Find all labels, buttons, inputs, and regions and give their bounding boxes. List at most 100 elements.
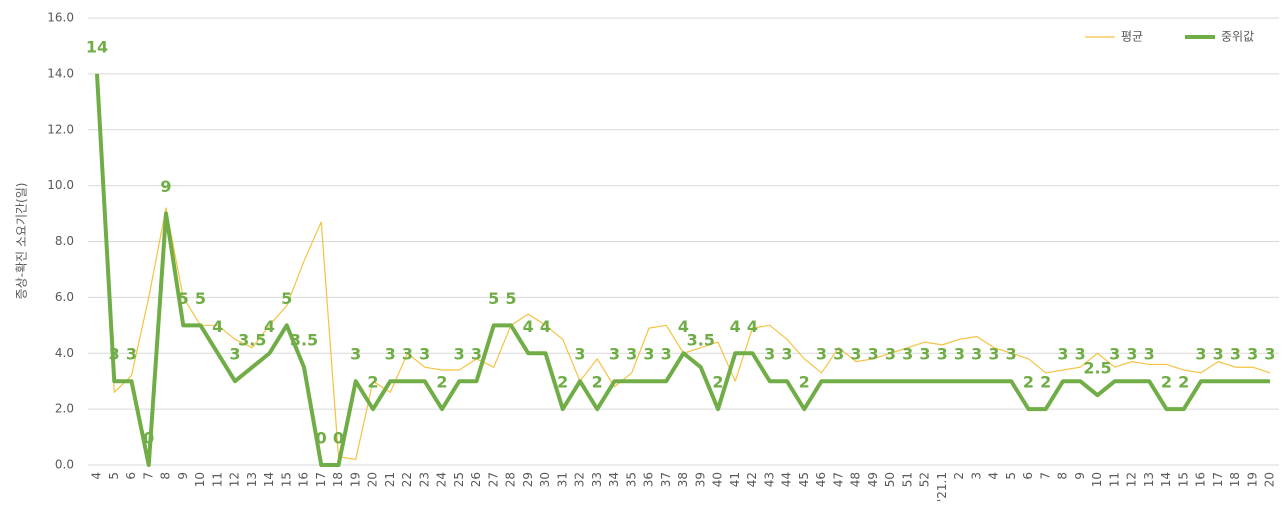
legend-label: 평균 [1121,30,1143,44]
x-tick-label: 38 [676,472,690,487]
data-label: 3 [626,345,637,364]
data-label: 3 [988,345,999,364]
x-tick-label: 17 [1211,472,1225,487]
x-tick-label: 21 [383,472,397,487]
data-label: 4 [540,317,551,336]
x-tick-label: 32 [573,472,587,487]
x-tick-label: 48 [849,472,863,487]
x-tick-label: 5 [1004,472,1018,480]
x-tick-label: 6 [124,472,138,480]
x-tick-label: 24 [435,472,449,487]
data-label: 2 [1178,373,1189,392]
data-label: 3 [1230,345,1241,364]
data-label: 14 [86,37,108,56]
data-label: 3 [126,345,137,364]
x-tick-label: 19 [1245,472,1259,487]
x-tick-label: 20 [1263,472,1277,487]
x-tick-label: 25 [452,472,466,487]
x-tick-label: 30 [538,472,552,487]
data-label: 3 [954,345,965,364]
x-tick-label: 45 [797,472,811,487]
data-label: 2 [592,373,603,392]
data-label: 4 [264,317,275,336]
data-label: 3 [471,345,482,364]
data-label: 4 [523,317,534,336]
data-label: 3.5 [290,331,318,350]
data-label: 3 [764,345,775,364]
x-tick-label: 13 [1142,472,1156,487]
data-label: 3 [661,345,672,364]
legend-label: 중위값 [1221,30,1254,44]
line-series [96,73,1271,461]
data-label: 3 [902,345,913,364]
data-label: 2 [712,373,723,392]
data-label: 3.5 [238,331,266,350]
x-tick-label: 12 [1125,472,1139,487]
x-tick-label: '21.1 [935,472,949,502]
x-tick-label: 10 [1090,472,1104,487]
x-tick-label: 44 [780,472,794,487]
x-tick-label: 31 [555,472,569,487]
x-tick-label: 18 [331,472,345,487]
data-label: 3 [419,345,430,364]
x-tick-label: 29 [521,472,535,487]
x-tick-label: 15 [1176,472,1190,487]
x-tick-label: 9 [176,472,190,480]
y-tick-label: 14.0 [47,66,74,80]
data-label: 2 [557,373,568,392]
data-label: 2 [436,373,447,392]
y-tick-label: 2.0 [55,402,74,416]
data-label: 5 [195,289,206,308]
data-label: 3 [1109,345,1120,364]
data-label: 0 [143,429,154,448]
data-label: 3 [781,345,792,364]
x-tick-label: 22 [400,472,414,487]
y-tick-label: 4.0 [55,346,74,360]
x-tick-label: 8 [1056,472,1070,480]
data-label: 2.5 [1083,359,1111,378]
data-label: 3 [1264,345,1275,364]
data-label: 2 [799,373,810,392]
data-label: 3 [1075,345,1086,364]
x-tick-label: 7 [1038,472,1052,480]
data-label: 4 [212,317,223,336]
x-tick-label: 47 [831,472,845,487]
x-tick-label: 16 [297,472,311,487]
data-label: 3 [1213,345,1224,364]
data-label: 0 [316,429,327,448]
data-label: 4 [747,317,758,336]
data-label: 0 [333,429,344,448]
x-tick-label: 4 [987,472,1001,480]
x-tick-label: 39 [693,472,707,487]
y-tick-label: 16.0 [47,11,74,25]
data-label: 3 [454,345,465,364]
x-tick-label: 43 [762,472,776,487]
y-tick-label: 6.0 [55,290,74,304]
data-label: 3 [937,345,948,364]
x-tick-label: 5 [107,472,121,480]
x-tick-label: 14 [262,472,276,487]
data-label: 3 [919,345,930,364]
x-tick-label: 18 [1228,472,1242,487]
x-tick-label: 23 [417,472,431,487]
data-label: 3 [971,345,982,364]
data-label: 2 [1040,373,1051,392]
x-tick-label: 33 [590,472,604,487]
x-tick-label: 40 [711,472,725,487]
x-tick-label: 7 [141,472,155,480]
y-tick-label: 12.0 [47,122,74,136]
x-tick-label: 50 [883,472,897,487]
x-tick-label: 3 [969,472,983,480]
y-axis-label: 증상-확진 소요기간(일) [15,183,29,300]
x-tick-label: 37 [659,472,673,487]
x-tick-label: 52 [918,472,932,487]
data-label: 3 [385,345,396,364]
x-tick-label: 34 [607,472,621,487]
y-tick-label: 10.0 [47,178,74,192]
x-tick-label: 20 [366,472,380,487]
data-label: 3 [850,345,861,364]
data-label: 3 [1144,345,1155,364]
data-label: 3 [402,345,413,364]
x-tick-label: 4 [90,472,104,480]
